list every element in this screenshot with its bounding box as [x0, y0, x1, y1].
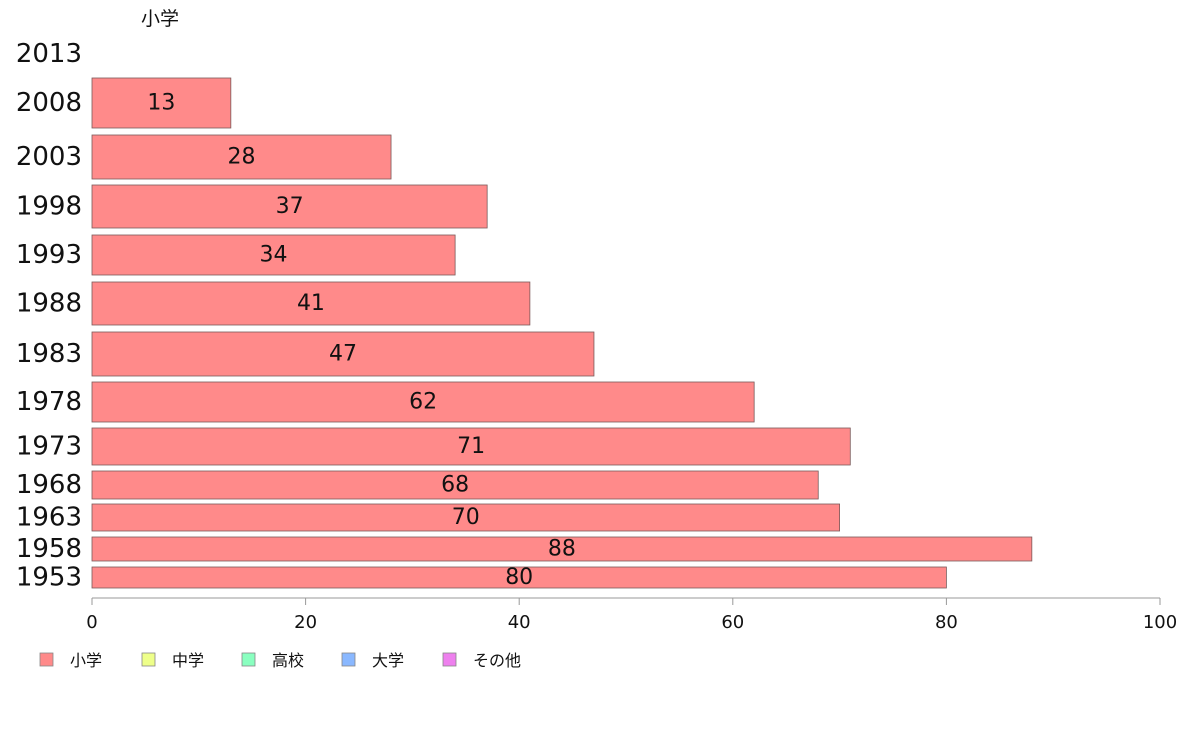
bar-value-label: 68 [441, 473, 469, 498]
bar [91, 427, 851, 466]
chart-header-label: 小学 [141, 8, 179, 30]
bars-layer: 13 28 37 34 41 47 62 71 68 70 88 80 [91, 77, 1033, 590]
bar-value-label: 37 [276, 194, 304, 219]
legend-label: 小学 [70, 651, 102, 670]
year-labels: 2013 2008 2003 1998 1993 1988 1983 1978 1973 1968… [16, 39, 82, 593]
category-label: 1968 [16, 470, 82, 500]
x-tick-label: 40 [508, 612, 531, 633]
bar-value-label: 88 [548, 537, 576, 562]
category-label: 2013 [16, 39, 82, 69]
category-label: 1983 [16, 339, 82, 369]
bar [91, 77, 232, 129]
bar [91, 381, 755, 423]
legend-label: 中学 [172, 651, 204, 670]
category-label: 1953 [16, 563, 82, 593]
category-label: 1998 [16, 192, 82, 222]
bar [91, 234, 456, 276]
legend-swatch [442, 652, 457, 667]
legend-label: 大学 [372, 651, 404, 670]
bar-value-label: 70 [452, 505, 480, 530]
bar-value-label: 80 [505, 565, 533, 590]
bar-value-label: 71 [457, 434, 485, 459]
legend-swatch [341, 652, 356, 667]
legend-label: その他 [473, 651, 521, 670]
bar [91, 566, 947, 589]
bar [91, 470, 819, 500]
x-axis: 0 20 40 60 80 100 [86, 597, 1177, 633]
category-label: 1988 [16, 289, 82, 319]
category-label: 1993 [16, 240, 82, 270]
bar-value-label: 41 [297, 291, 325, 316]
x-tick-label: 0 [86, 612, 97, 633]
x-tick-label: 20 [294, 612, 317, 633]
bar [91, 281, 531, 326]
category-label: 1978 [16, 387, 82, 417]
x-tick-label: 100 [1143, 612, 1177, 633]
category-label: 2008 [16, 88, 82, 118]
legend-swatch [141, 652, 156, 667]
bar [91, 134, 392, 180]
legend: 小学 中学 高校 大学 その他 [39, 651, 521, 670]
bar [91, 331, 595, 377]
legend-swatch [39, 652, 54, 667]
category-label: 1963 [16, 503, 82, 533]
category-label: 2003 [16, 142, 82, 172]
bar-value-label: 62 [409, 390, 437, 415]
legend-label: 高校 [272, 651, 304, 670]
legend-swatch [241, 652, 256, 667]
bar [91, 184, 488, 229]
x-tick-label: 60 [721, 612, 744, 633]
x-tick-label: 80 [935, 612, 958, 633]
bar-value-label: 28 [228, 145, 256, 170]
bar-value-label: 13 [147, 91, 175, 116]
bar [91, 503, 840, 532]
category-label: 1973 [16, 432, 82, 462]
bar-value-label: 34 [260, 243, 288, 268]
bar-value-label: 47 [329, 342, 357, 367]
category-label: 1958 [16, 534, 82, 564]
bar [91, 536, 1033, 562]
